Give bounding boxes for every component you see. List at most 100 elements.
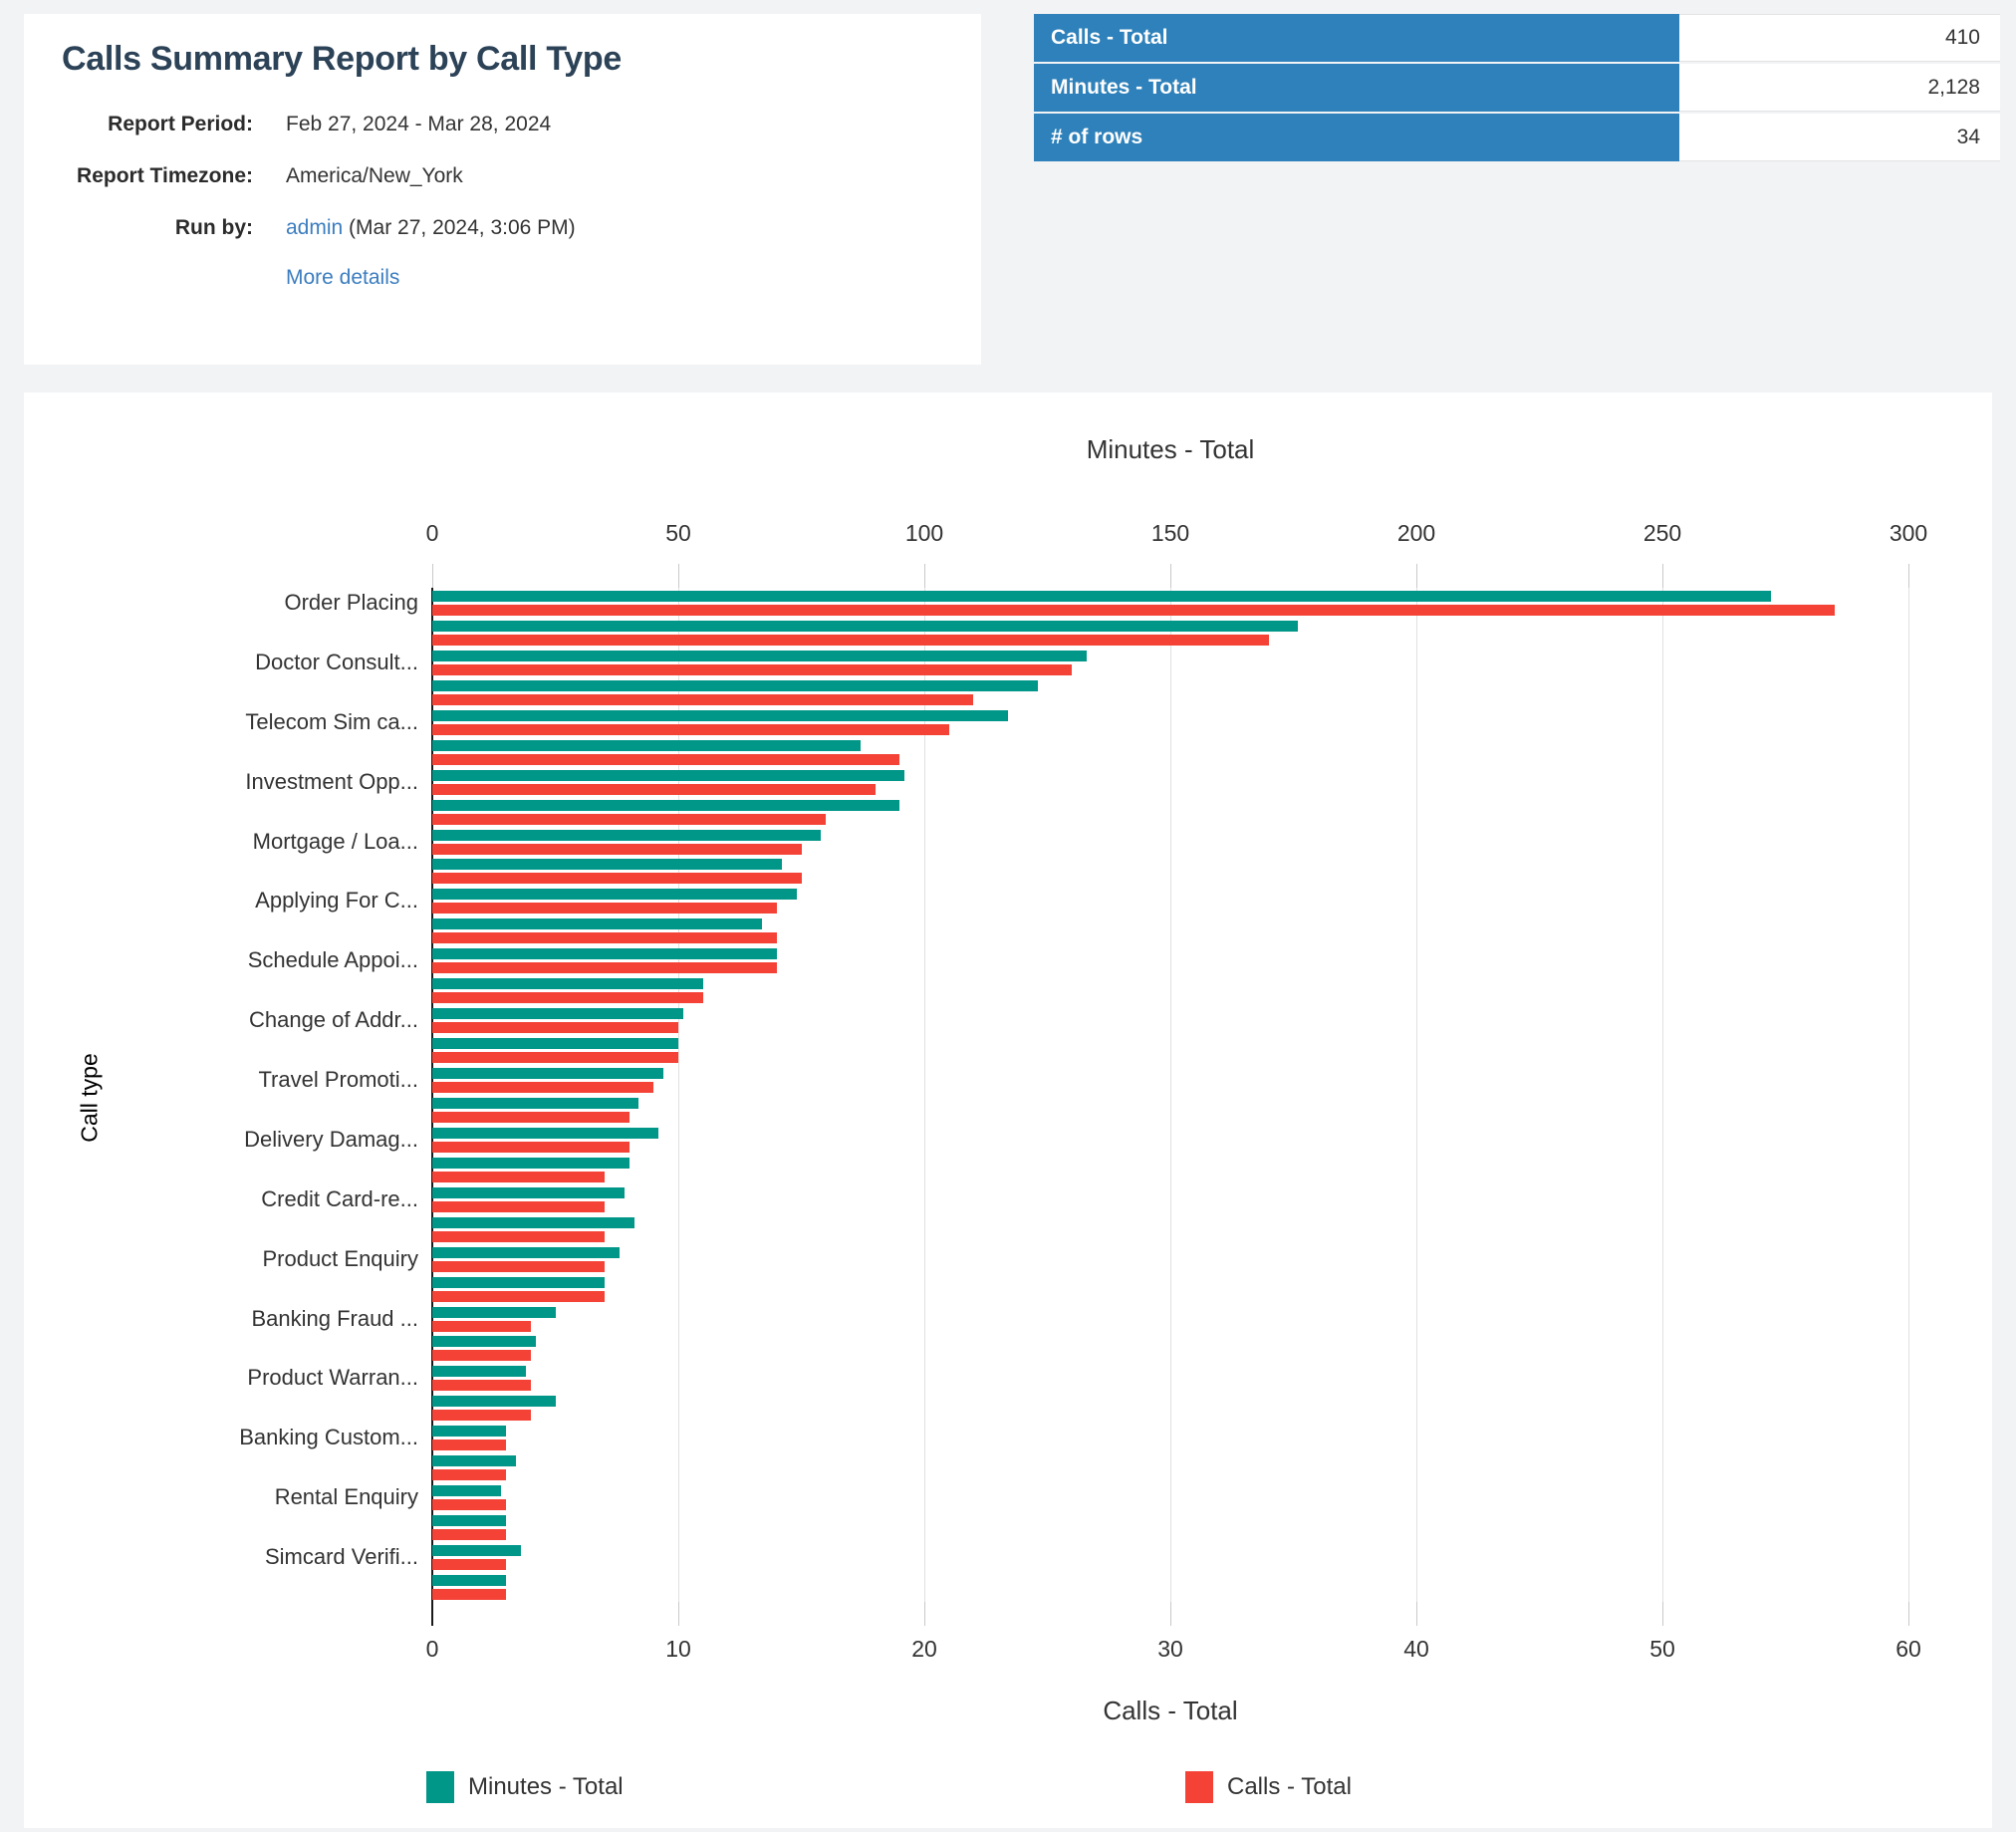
bar-calls[interactable] [432, 753, 900, 765]
tick-mark [1662, 1602, 1663, 1626]
bar-minutes[interactable] [432, 799, 900, 811]
bar-minutes[interactable] [432, 978, 703, 990]
bar-minutes[interactable] [432, 1157, 630, 1169]
bar-minutes[interactable] [432, 650, 1088, 661]
bar-minutes[interactable] [432, 1545, 521, 1556]
summary-table: Calls - Total 410 Minutes - Total 2,128 … [1034, 14, 2000, 163]
bar-calls[interactable] [432, 1082, 654, 1093]
bar-calls[interactable] [432, 1111, 630, 1123]
category-label: Simcard Verifi... [264, 1544, 418, 1570]
legend-item-minutes[interactable]: Minutes - Total [426, 1771, 624, 1803]
bar-calls[interactable] [432, 1260, 605, 1272]
gridline [924, 588, 925, 1602]
bar-minutes[interactable] [432, 1455, 516, 1467]
bars-container [432, 588, 1908, 1602]
bar-calls[interactable] [432, 1052, 678, 1064]
bar-minutes[interactable] [432, 1186, 625, 1198]
gridline [1416, 588, 1417, 1602]
report-meta: Report Period: Feb 27, 2024 - Mar 28, 20… [24, 111, 981, 290]
bar-calls[interactable] [432, 1380, 531, 1392]
bar-calls[interactable] [432, 1410, 531, 1422]
bar-row [432, 1155, 1908, 1184]
bottom-axis-ticks: 0 10 20 30 40 50 60 [426, 1602, 1921, 1672]
category-label: Credit Card-re... [261, 1185, 418, 1211]
tick-label: 150 [1150, 520, 1190, 546]
bar-minutes[interactable] [432, 1396, 556, 1408]
bar-minutes[interactable] [432, 918, 762, 930]
legend-item-calls[interactable]: Calls - Total [1185, 1771, 1352, 1803]
bar-calls[interactable] [432, 1171, 605, 1182]
bar-calls[interactable] [432, 634, 1269, 646]
bar-calls[interactable] [432, 873, 802, 885]
bar-minutes[interactable] [432, 1068, 664, 1079]
bar-calls[interactable] [432, 1320, 531, 1332]
bar-minutes[interactable] [432, 889, 797, 901]
bar-minutes[interactable] [432, 1336, 536, 1348]
report-period-label: Report Period: [108, 113, 253, 135]
bar-minutes[interactable] [432, 1485, 502, 1497]
bar-minutes[interactable] [432, 769, 905, 781]
bar-minutes[interactable] [432, 1426, 507, 1438]
bar-calls[interactable] [432, 1559, 507, 1570]
tick-mark [1416, 1602, 1417, 1626]
bar-calls[interactable] [432, 1469, 507, 1481]
bar-minutes[interactable] [432, 620, 1299, 632]
bar-calls[interactable] [432, 1350, 531, 1362]
run-by-row: Run by: admin (Mar 27, 2024, 3:06 PM) [24, 214, 981, 241]
bar-minutes[interactable] [432, 1306, 556, 1318]
bar-minutes[interactable] [432, 679, 1038, 691]
bar-minutes[interactable] [432, 1366, 526, 1378]
bar-minutes[interactable] [432, 591, 1771, 602]
bar-row [432, 945, 1908, 975]
bar-calls[interactable] [432, 1022, 678, 1034]
bar-calls[interactable] [432, 1200, 605, 1212]
bar-minutes[interactable] [432, 1574, 507, 1586]
bar-calls[interactable] [432, 843, 802, 855]
bar-calls[interactable] [432, 1588, 507, 1600]
bar-row [432, 1304, 1908, 1334]
tick-mark [1170, 1602, 1171, 1626]
bar-calls[interactable] [432, 663, 1073, 675]
bar-row [432, 1214, 1908, 1244]
bar-calls[interactable] [432, 783, 876, 795]
more-details-link[interactable]: More details [286, 266, 400, 289]
tick-mark [432, 1602, 433, 1626]
bar-calls[interactable] [432, 903, 777, 915]
bar-minutes[interactable] [432, 739, 861, 751]
bar-calls[interactable] [432, 992, 703, 1004]
bar-minutes[interactable] [432, 1515, 507, 1527]
bar-calls[interactable] [432, 693, 974, 705]
bar-minutes[interactable] [432, 859, 782, 871]
bar-calls[interactable] [432, 1499, 507, 1511]
bar-calls[interactable] [432, 723, 949, 735]
bar-minutes[interactable] [432, 1216, 634, 1228]
tick-mark [924, 1602, 925, 1626]
bar-calls[interactable] [432, 605, 1835, 616]
calls-total-header: Calls - Total [1034, 14, 1679, 62]
bar-calls[interactable] [432, 813, 827, 825]
bar-calls[interactable] [432, 962, 777, 974]
bar-minutes[interactable] [432, 1038, 678, 1050]
run-by-user-link[interactable]: admin [286, 216, 344, 239]
bar-row [432, 767, 1908, 797]
tick-label: 0 [425, 1636, 439, 1662]
bar-row [432, 797, 1908, 827]
bar-calls[interactable] [432, 1141, 630, 1153]
bar-calls[interactable] [432, 1290, 605, 1302]
bar-minutes[interactable] [432, 829, 822, 841]
tick-label: 100 [904, 520, 944, 546]
bar-minutes[interactable] [432, 1097, 639, 1109]
bar-minutes[interactable] [432, 1127, 659, 1139]
bar-minutes[interactable] [432, 1246, 620, 1258]
bar-calls[interactable] [432, 1230, 605, 1242]
bar-minutes[interactable] [432, 1008, 683, 1020]
bar-minutes[interactable] [432, 948, 777, 960]
bottom-axis-title: Calls - Total [1103, 1696, 1238, 1725]
tick-mark [432, 564, 433, 588]
bar-row [432, 588, 1908, 618]
bar-calls[interactable] [432, 932, 777, 944]
bar-minutes[interactable] [432, 1276, 605, 1288]
bar-calls[interactable] [432, 1439, 507, 1451]
bar-calls[interactable] [432, 1529, 507, 1541]
bar-minutes[interactable] [432, 709, 1008, 721]
